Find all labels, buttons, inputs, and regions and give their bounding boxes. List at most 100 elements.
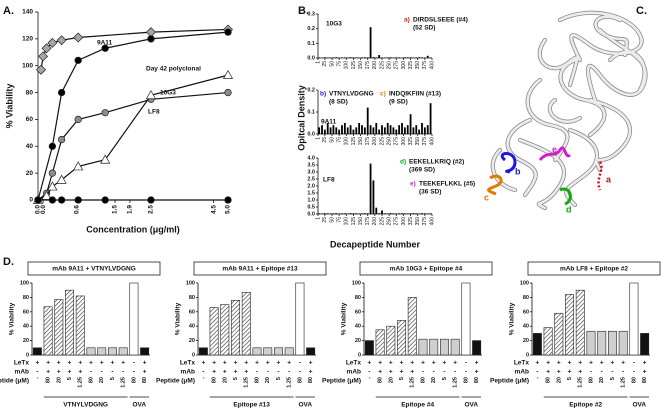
x-tick-label: 400 bbox=[429, 137, 435, 146]
table-cell: - bbox=[288, 369, 290, 376]
bar bbox=[343, 213, 346, 214]
bar bbox=[129, 282, 139, 356]
bar bbox=[409, 57, 412, 58]
table-cell: + bbox=[78, 360, 82, 367]
x-axis-label: Decapeptide Number bbox=[330, 239, 421, 249]
protein-structure: a b c d e bbox=[484, 13, 646, 214]
bar bbox=[54, 299, 64, 356]
x-tick-label: 150 bbox=[358, 61, 364, 70]
y-tick-label: 2.5 bbox=[307, 176, 315, 182]
table-cell: 80 bbox=[463, 377, 469, 383]
bar bbox=[386, 325, 396, 356]
bar bbox=[338, 129, 341, 134]
bar bbox=[381, 125, 383, 134]
bar bbox=[375, 329, 385, 356]
x-tick-label: 1.9 bbox=[127, 205, 134, 214]
bar bbox=[378, 129, 381, 134]
bar bbox=[355, 57, 358, 58]
x-tick-label: 0.0 bbox=[40, 205, 47, 214]
annotation-text: INDQIKFIIN (#13) bbox=[389, 91, 441, 98]
bar bbox=[366, 107, 369, 134]
table-cell: - bbox=[299, 360, 301, 367]
table-cell: - bbox=[299, 369, 301, 376]
x-tick-label: 125 bbox=[351, 61, 357, 70]
bar bbox=[326, 213, 329, 214]
bar bbox=[375, 123, 378, 134]
table-cell: + bbox=[223, 360, 227, 367]
bar bbox=[349, 57, 352, 58]
table-cell: - bbox=[601, 369, 603, 376]
y-tick-label: 60 bbox=[26, 116, 34, 123]
x-tick-label: 125 bbox=[351, 137, 357, 146]
y-tick-label: 20 bbox=[189, 338, 195, 344]
y-tick-label: 20 bbox=[523, 338, 529, 344]
table-cell: + bbox=[546, 360, 550, 367]
table-cell: 1.25 bbox=[244, 377, 250, 388]
marker bbox=[57, 135, 66, 144]
y-tick-label: 3.0 bbox=[307, 169, 315, 175]
x-tick-label: 100 bbox=[344, 217, 350, 226]
y-tick-label: 3.5 bbox=[307, 162, 315, 168]
bar bbox=[426, 55, 429, 58]
table-cell: 5 bbox=[110, 377, 116, 380]
table-cell: + bbox=[266, 360, 270, 367]
bar bbox=[418, 213, 421, 214]
bar bbox=[412, 127, 415, 134]
bar bbox=[386, 57, 389, 58]
bar bbox=[329, 213, 332, 214]
title-box bbox=[27, 261, 161, 276]
annotation-text: DIRDSLSEEE (#4) bbox=[413, 17, 468, 24]
table-cell: - bbox=[633, 369, 635, 376]
bar bbox=[618, 330, 628, 356]
x-tick-label: 175 bbox=[365, 61, 371, 70]
table-cell: 80 bbox=[642, 377, 648, 383]
table-cell: + bbox=[611, 360, 615, 367]
bar bbox=[412, 213, 415, 214]
series-line bbox=[37, 74, 229, 201]
table-cell: + bbox=[578, 360, 582, 367]
bar bbox=[381, 57, 383, 58]
table-cell: + bbox=[432, 360, 436, 367]
table-cell: + bbox=[643, 360, 647, 367]
x-tick-label: 200 bbox=[372, 217, 378, 226]
annotation-note: (36 SD) bbox=[419, 189, 441, 196]
annotation-note: (52 SD) bbox=[413, 25, 435, 32]
group-label: OVA bbox=[132, 402, 146, 409]
bar bbox=[418, 129, 421, 134]
y-tick-label: 2.0 bbox=[307, 183, 315, 189]
bar bbox=[423, 127, 426, 134]
bar bbox=[338, 213, 341, 214]
bar bbox=[332, 213, 335, 214]
bar bbox=[118, 347, 128, 356]
bar bbox=[415, 213, 418, 214]
table-cell: + bbox=[244, 369, 248, 376]
row-label: Peptide (μM) bbox=[322, 378, 361, 385]
annotation-text: TEEKEFLKKL (#5) bbox=[419, 181, 475, 188]
x-tick-label: 125 bbox=[351, 217, 357, 226]
marker bbox=[101, 44, 109, 52]
table-cell: 20 bbox=[99, 377, 105, 383]
y-axis-label: Opitcal Density bbox=[296, 85, 306, 151]
table-cell: + bbox=[589, 360, 593, 367]
series-line bbox=[40, 28, 229, 70]
table-cell: + bbox=[600, 360, 604, 367]
bar bbox=[349, 213, 352, 214]
bar bbox=[273, 347, 283, 356]
bar bbox=[421, 213, 423, 214]
bar bbox=[426, 125, 429, 134]
bar bbox=[355, 127, 358, 134]
bar bbox=[429, 57, 432, 58]
bar bbox=[640, 333, 650, 356]
table-cell: + bbox=[212, 369, 216, 376]
bar bbox=[395, 129, 398, 134]
table-cell: - bbox=[465, 360, 467, 367]
table-cell: - bbox=[122, 369, 124, 376]
table-cell: + bbox=[400, 360, 404, 367]
x-tick-label: 75 bbox=[336, 217, 342, 223]
group-label: VTNYLVDGNG bbox=[63, 402, 108, 409]
y-tick-label: 0.1 bbox=[307, 109, 315, 115]
bar bbox=[398, 213, 401, 214]
site-b bbox=[500, 152, 517, 174]
x-tick-label: 25 bbox=[322, 217, 328, 223]
bar bbox=[401, 123, 403, 134]
